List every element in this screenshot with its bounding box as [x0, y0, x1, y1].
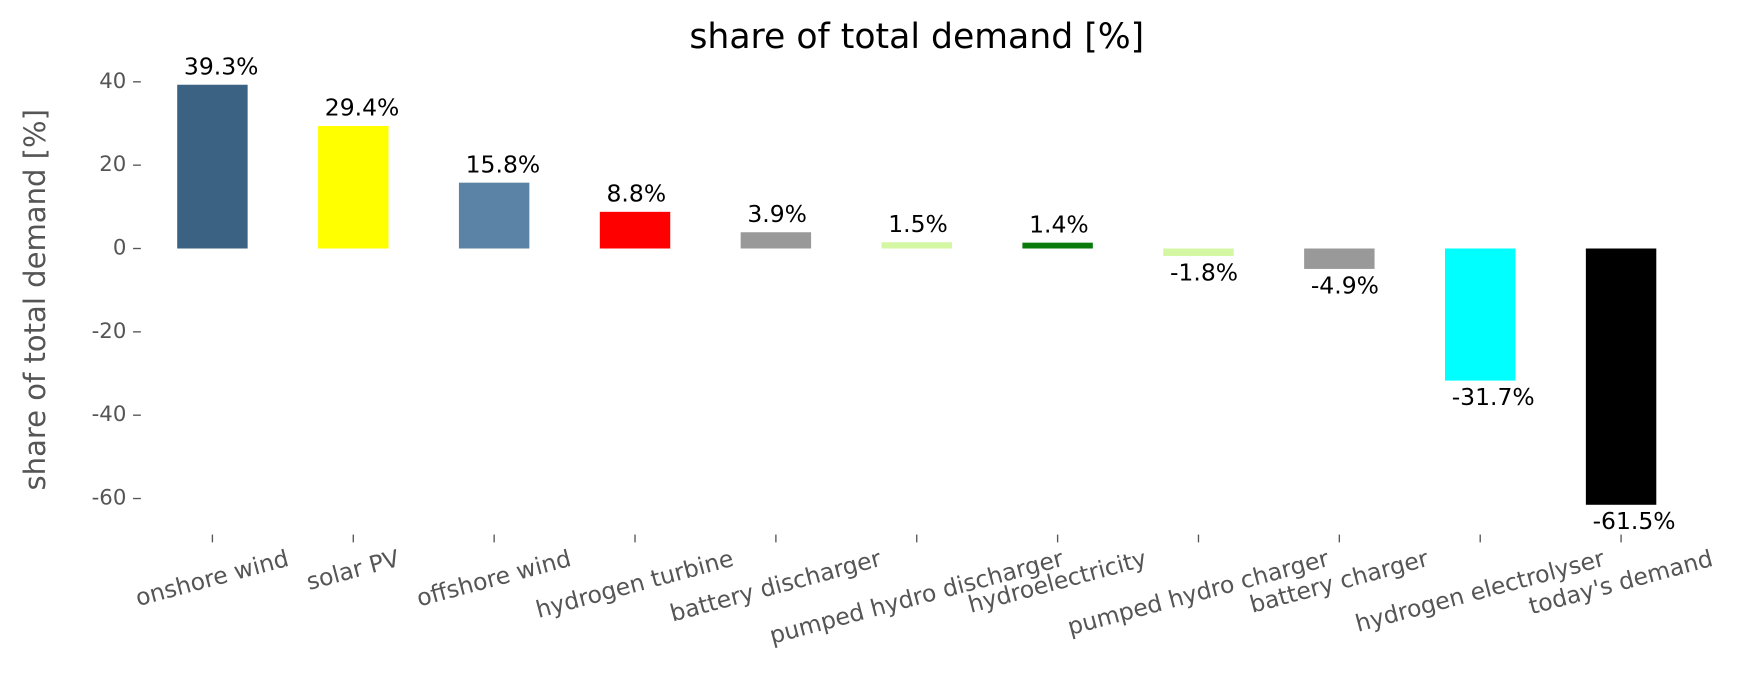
y-tick-label: -40 [92, 402, 127, 427]
value-label: -4.9% [1311, 271, 1379, 299]
value-label: 3.9% [747, 200, 807, 228]
x-tick-label: onshore wind [132, 544, 291, 612]
value-label: 1.4% [1029, 210, 1089, 238]
y-tick-label: -60 [92, 486, 127, 511]
bar [1585, 248, 1657, 505]
y-tick-label: 0 [113, 236, 127, 261]
bar [318, 125, 389, 249]
bar [1444, 248, 1516, 381]
bar [177, 84, 248, 249]
value-label: -31.7% [1452, 383, 1535, 411]
bar [458, 182, 530, 249]
value-label: 15.8% [466, 150, 541, 178]
bar [740, 232, 812, 249]
chart-title: share of total demand [%] [689, 17, 1144, 57]
bar [1022, 242, 1093, 249]
value-label: 8.8% [607, 180, 667, 208]
bar [1304, 248, 1375, 269]
value-label: 29.4% [325, 94, 400, 122]
value-label: -1.8% [1170, 258, 1238, 286]
y-tick-label: 20 [99, 152, 126, 177]
y-tick-label: -20 [92, 319, 127, 344]
y-axis-label: share of total demand [%] [18, 109, 52, 490]
x-tick-label: solar PV [303, 544, 402, 596]
bar [599, 211, 671, 249]
bar [1163, 248, 1234, 257]
value-label: 1.5% [888, 210, 948, 238]
bar [881, 242, 952, 249]
y-tick-label: 40 [99, 69, 126, 94]
value-label: -61.5% [1593, 507, 1676, 535]
value-label: 39.3% [184, 52, 259, 80]
